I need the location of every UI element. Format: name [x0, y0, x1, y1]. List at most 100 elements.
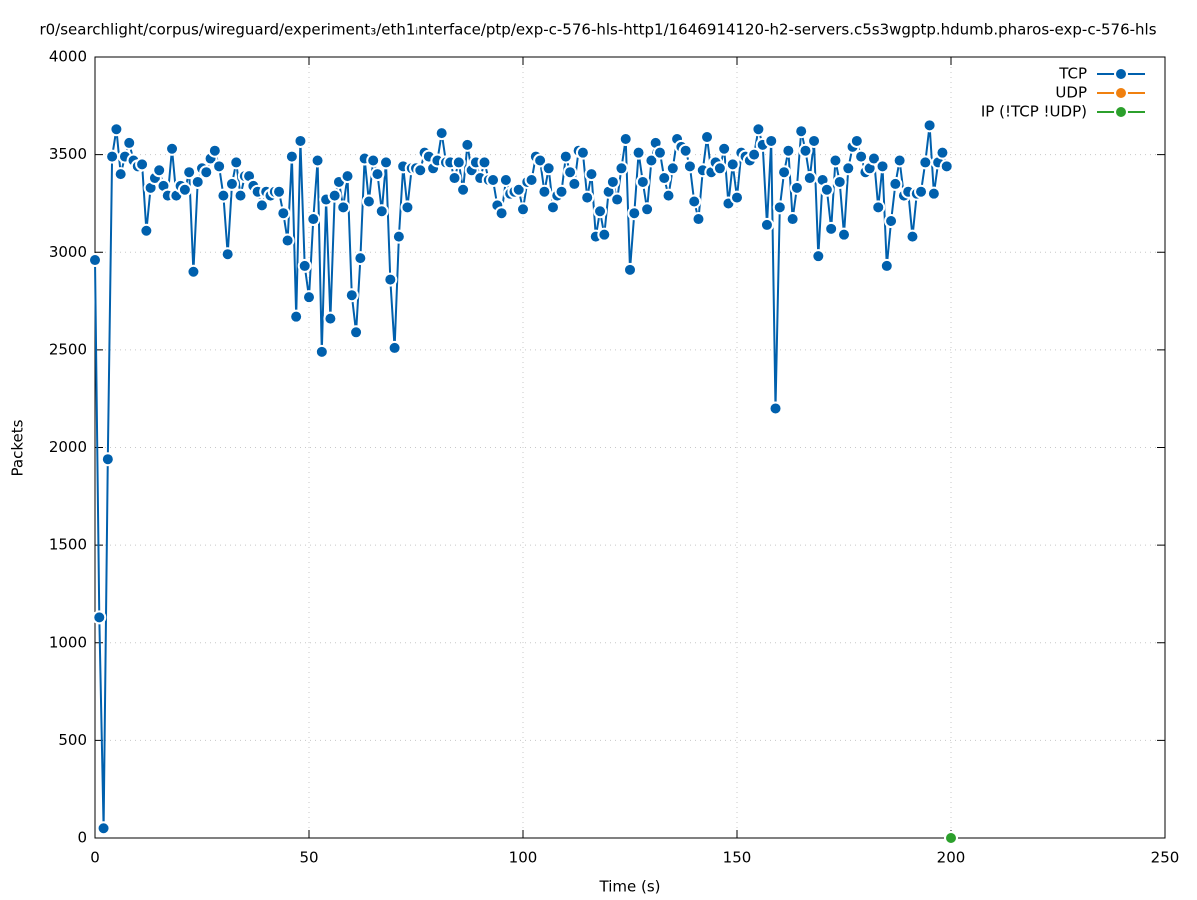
point: [832, 174, 847, 189]
x-tick-label: 50: [299, 849, 318, 867]
series-line: [94, 125, 948, 829]
point: [224, 176, 239, 191]
y-tick-label: 3000: [49, 243, 87, 261]
point: [751, 122, 766, 137]
y-tick-label: 2500: [49, 340, 87, 358]
point: [541, 161, 556, 176]
x-tick-label: 0: [90, 849, 100, 867]
point: [199, 165, 214, 180]
legend-label: IP (!TCP !UDP): [981, 103, 1087, 121]
point: [627, 206, 642, 221]
point: [610, 192, 625, 207]
point: [92, 610, 107, 625]
point: [652, 145, 667, 160]
point: [177, 182, 192, 197]
point: [374, 204, 389, 219]
point: [272, 184, 287, 199]
point: [451, 155, 466, 170]
point: [524, 173, 539, 188]
point: [884, 214, 899, 229]
point: [747, 147, 762, 162]
point: [498, 173, 513, 188]
point: [152, 163, 167, 178]
y-tick-label: 4000: [49, 48, 87, 66]
point: [914, 184, 929, 199]
point: [545, 200, 560, 215]
point: [764, 133, 779, 148]
point: [558, 149, 573, 164]
point: [892, 153, 907, 168]
point: [828, 153, 843, 168]
point: [725, 157, 740, 172]
point: [794, 124, 809, 139]
point: [944, 831, 958, 845]
point: [717, 141, 732, 156]
y-tick-label: 500: [58, 731, 87, 749]
point: [802, 171, 817, 186]
point: [207, 143, 222, 158]
point: [661, 188, 676, 203]
point: [781, 143, 796, 158]
point: [593, 204, 608, 219]
x-tick-label: 150: [723, 849, 752, 867]
point: [678, 143, 693, 158]
point: [327, 188, 342, 203]
point: [280, 233, 295, 248]
point: [216, 188, 231, 203]
point: [623, 262, 637, 277]
point: [284, 149, 299, 164]
point: [511, 182, 526, 197]
point: [212, 159, 227, 174]
point: [344, 288, 359, 303]
point: [905, 229, 920, 244]
point: [819, 182, 834, 197]
point: [434, 126, 449, 141]
point: [691, 212, 706, 227]
point: [640, 202, 655, 217]
x-tick-label: 100: [509, 849, 538, 867]
point: [109, 122, 124, 137]
point: [772, 200, 787, 215]
point: [379, 155, 394, 170]
point: [759, 217, 774, 232]
point: [918, 155, 933, 170]
point: [383, 272, 398, 287]
point: [939, 159, 954, 174]
point: [276, 206, 291, 221]
point: [871, 200, 886, 215]
point: [391, 229, 406, 244]
x-axis-label: Time (s): [599, 878, 661, 896]
point: [447, 171, 462, 186]
point: [789, 180, 804, 195]
point: [605, 174, 620, 189]
point: [254, 198, 269, 213]
point: [486, 173, 501, 188]
point: [139, 223, 154, 238]
point: [837, 227, 851, 242]
point: [361, 194, 376, 209]
point: [229, 155, 244, 170]
point: [730, 190, 744, 205]
y-tick-label: 1500: [49, 536, 87, 554]
point: [807, 133, 822, 148]
point: [922, 118, 937, 133]
legend-label: UDP: [1055, 84, 1087, 102]
point: [563, 165, 578, 180]
point: [580, 190, 595, 205]
point: [297, 258, 312, 273]
point: [537, 184, 552, 199]
point: [302, 290, 316, 305]
point: [113, 167, 128, 182]
point: [849, 133, 864, 148]
point: [584, 167, 599, 182]
point: [306, 212, 321, 227]
point: [777, 165, 792, 180]
point: [516, 202, 530, 217]
point: [387, 340, 402, 355]
legend-marker: [1114, 86, 1128, 100]
point: [105, 149, 120, 164]
point: [413, 163, 428, 178]
point: [340, 169, 355, 184]
x-tick-label: 250: [1151, 849, 1180, 867]
